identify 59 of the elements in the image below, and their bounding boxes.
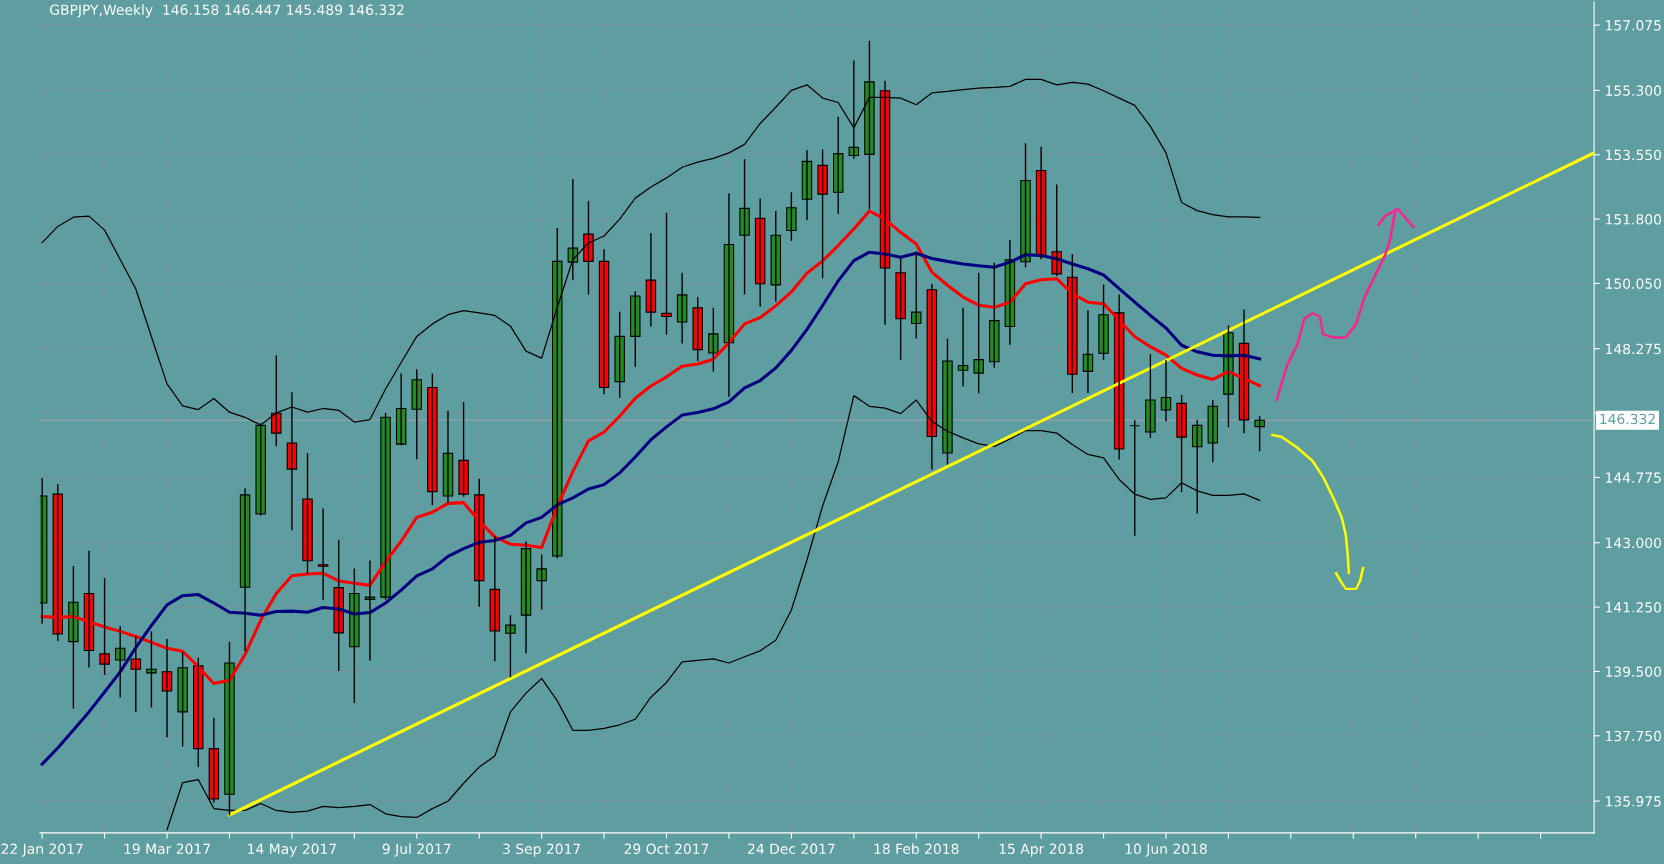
candlestick <box>536 553 547 611</box>
y-tick-label: 141.250 <box>1606 602 1662 613</box>
candlestick <box>692 296 703 362</box>
candlestick <box>380 412 391 601</box>
y-tick-label: 150.050 <box>1606 278 1662 289</box>
candlestick <box>895 257 906 361</box>
candlestick <box>1020 142 1031 268</box>
candlestick <box>989 262 1000 369</box>
y-tick-label: 155.300 <box>1606 85 1662 96</box>
chart-title: GBPJPY,Weekly 146.158 146.447 145.489 146.332 <box>50 4 404 18</box>
candlestick <box>973 272 984 395</box>
candlestick <box>349 567 360 704</box>
line-series <box>40 250 1262 766</box>
candlestick <box>427 372 438 506</box>
candlestick <box>1254 415 1265 452</box>
candlestick <box>614 311 625 399</box>
candlestick <box>770 210 782 303</box>
candlestick <box>146 630 157 709</box>
candlestick <box>411 368 423 460</box>
candlestick <box>52 483 64 642</box>
candlestick <box>99 577 110 676</box>
candlestick <box>708 307 719 373</box>
y-tick-label: 137.750 <box>1606 730 1662 742</box>
x-tick-label: 3 Sep 2017 <box>503 843 581 857</box>
x-tick-label: 24 Dec 2017 <box>748 843 835 855</box>
y-tick-label: 135.975 <box>1606 796 1661 807</box>
ref-line-label: 146.332 <box>1600 413 1655 425</box>
y-tick-label: 157.075 <box>1606 20 1661 31</box>
candlestick <box>1067 253 1078 394</box>
candlestick <box>1129 419 1141 537</box>
x-tick-label: 14 May 2017 <box>248 843 336 857</box>
x-tick-label: 29 Oct 2017 <box>624 843 709 855</box>
x-tick-label: 10 Jun 2018 <box>1125 843 1207 857</box>
candlestick <box>786 191 797 242</box>
y-tick-label: 144.775 <box>1606 472 1661 483</box>
candlestick <box>1191 419 1203 515</box>
y-tick-label: 139.500 <box>1606 666 1662 677</box>
x-tick-label: 22 Jan 2017 <box>1 843 83 857</box>
candlestick <box>1145 353 1156 439</box>
candlestick <box>739 158 750 296</box>
candlestick <box>630 290 641 368</box>
candlestick <box>911 250 922 340</box>
candlestick <box>505 614 516 679</box>
candlestick <box>177 651 188 748</box>
candlestick <box>832 116 844 215</box>
y-tick-label: 153.550 <box>1606 149 1662 161</box>
candlestick <box>224 640 235 817</box>
y-tick-label: 151.800 <box>1606 214 1662 225</box>
x-tick-label: 18 Feb 2018 <box>874 843 959 855</box>
candlestick <box>317 507 329 601</box>
candlestick <box>114 625 126 699</box>
y-tick-label: 143.000 <box>1606 537 1662 549</box>
x-tick-label: 15 Apr 2018 <box>999 843 1084 857</box>
x-tick-label: 19 Mar 2017 <box>124 843 210 855</box>
candlestick <box>302 452 313 575</box>
x-tick-label: 9 Jul 2017 <box>382 843 451 857</box>
candlestick <box>1098 283 1109 361</box>
y-tick-label: 148.275 <box>1606 343 1661 355</box>
candlestick <box>458 401 469 498</box>
